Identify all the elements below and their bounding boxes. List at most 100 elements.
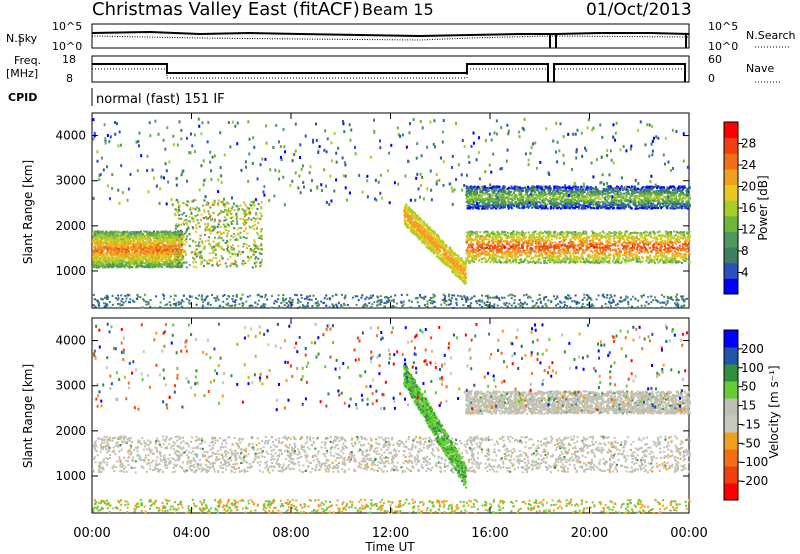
- range-cell: [171, 251, 174, 254]
- range-cell: [671, 261, 674, 264]
- range-cell: [531, 256, 534, 259]
- range-cell: [151, 257, 154, 260]
- range-cell: [116, 234, 119, 237]
- range-cell: [570, 260, 573, 263]
- range-cell: [155, 244, 158, 247]
- range-cell: [131, 242, 134, 245]
- range-cell: [496, 230, 499, 233]
- range-cell: [448, 264, 451, 267]
- range-cell: [175, 253, 178, 256]
- range-cell: [126, 260, 129, 263]
- range-cell: [597, 234, 600, 237]
- range-cell: [408, 210, 411, 213]
- range-cell: [679, 234, 682, 237]
- range-cell: [166, 245, 169, 248]
- range-cell: [171, 239, 174, 242]
- range-cell: [484, 244, 487, 247]
- range-cell: [132, 255, 135, 258]
- range-cell: [157, 240, 160, 243]
- range-cell: [427, 230, 430, 233]
- range-cell: [551, 245, 554, 248]
- range-cell: [418, 224, 421, 227]
- noise-left-tick-low: 10^0: [52, 40, 82, 53]
- range-cell: [567, 249, 570, 252]
- range-cell: [147, 247, 150, 250]
- range-cell: [166, 248, 169, 251]
- range-cell: [154, 243, 157, 246]
- range-cell: [461, 272, 464, 275]
- range-cell: [141, 238, 144, 241]
- range-cell: [174, 239, 177, 242]
- range-cell: [115, 232, 118, 235]
- range-cell: [440, 244, 443, 247]
- range-cell: [430, 229, 433, 232]
- range-cell: [552, 250, 555, 253]
- range-cell: [422, 239, 425, 242]
- range-cell: [551, 241, 554, 244]
- range-cell: [480, 252, 483, 255]
- range-cell: [114, 230, 117, 233]
- range-cell: [161, 230, 164, 233]
- range-cell: [443, 254, 446, 257]
- range-cell: [127, 241, 130, 244]
- range-cell: [118, 231, 121, 234]
- range-cell: [431, 243, 434, 246]
- range-cell: [412, 229, 415, 232]
- nave-tick-low: 0: [708, 72, 715, 85]
- range-cell: [521, 238, 524, 241]
- range-cell: [404, 222, 407, 225]
- range-cell: [153, 243, 156, 246]
- range-cell: [111, 247, 114, 250]
- range-cell: [138, 251, 141, 254]
- range-cell: [506, 231, 509, 234]
- range-cell: [418, 216, 421, 219]
- noise-sky-trace: [91, 30, 690, 38]
- range-cell: [413, 212, 416, 215]
- range-cell: [139, 246, 142, 249]
- range-cell: [130, 254, 133, 257]
- range-cell: [93, 237, 96, 240]
- range-cell: [679, 252, 682, 255]
- range-cell: [620, 260, 623, 263]
- range-cell: [502, 240, 505, 243]
- range-cell: [444, 243, 447, 246]
- range-cell: [144, 245, 147, 248]
- range-cell: [150, 239, 153, 242]
- range-cell: [157, 260, 160, 263]
- range-cell: [488, 240, 491, 243]
- range-cell: [439, 254, 442, 257]
- range-cell: [168, 260, 171, 263]
- range-cell: [161, 246, 164, 249]
- range-cell: [162, 263, 165, 266]
- range-cell: [122, 243, 125, 246]
- range-cell: [162, 255, 165, 258]
- range-cell: [135, 251, 138, 254]
- range-cell: [519, 253, 522, 256]
- range-cell: [126, 232, 129, 235]
- range-cell: [161, 232, 164, 235]
- range-cell: [127, 242, 130, 245]
- range-cell: [501, 243, 504, 246]
- range-cell: [569, 255, 572, 258]
- range-cell: [110, 261, 113, 264]
- range-cell: [149, 240, 152, 243]
- range-cell: [148, 260, 151, 263]
- range-cell: [130, 249, 133, 252]
- range-cell: [671, 245, 674, 248]
- range-cell: [655, 246, 658, 249]
- range-cell: [156, 237, 159, 240]
- range-cell: [129, 236, 132, 239]
- range-cell: [161, 265, 164, 268]
- range-cell: [453, 253, 456, 256]
- range-cell: [156, 251, 159, 254]
- range-cell: [120, 243, 123, 246]
- range-cell: [433, 236, 436, 239]
- range-cell: [526, 244, 529, 247]
- range-cell: [489, 250, 492, 253]
- range-cell: [159, 265, 162, 268]
- range-cell: [135, 231, 138, 234]
- range-cell: [479, 231, 482, 234]
- range-cell: [430, 232, 433, 235]
- beam-label: Beam 15: [362, 0, 434, 19]
- range-cell: [404, 219, 407, 222]
